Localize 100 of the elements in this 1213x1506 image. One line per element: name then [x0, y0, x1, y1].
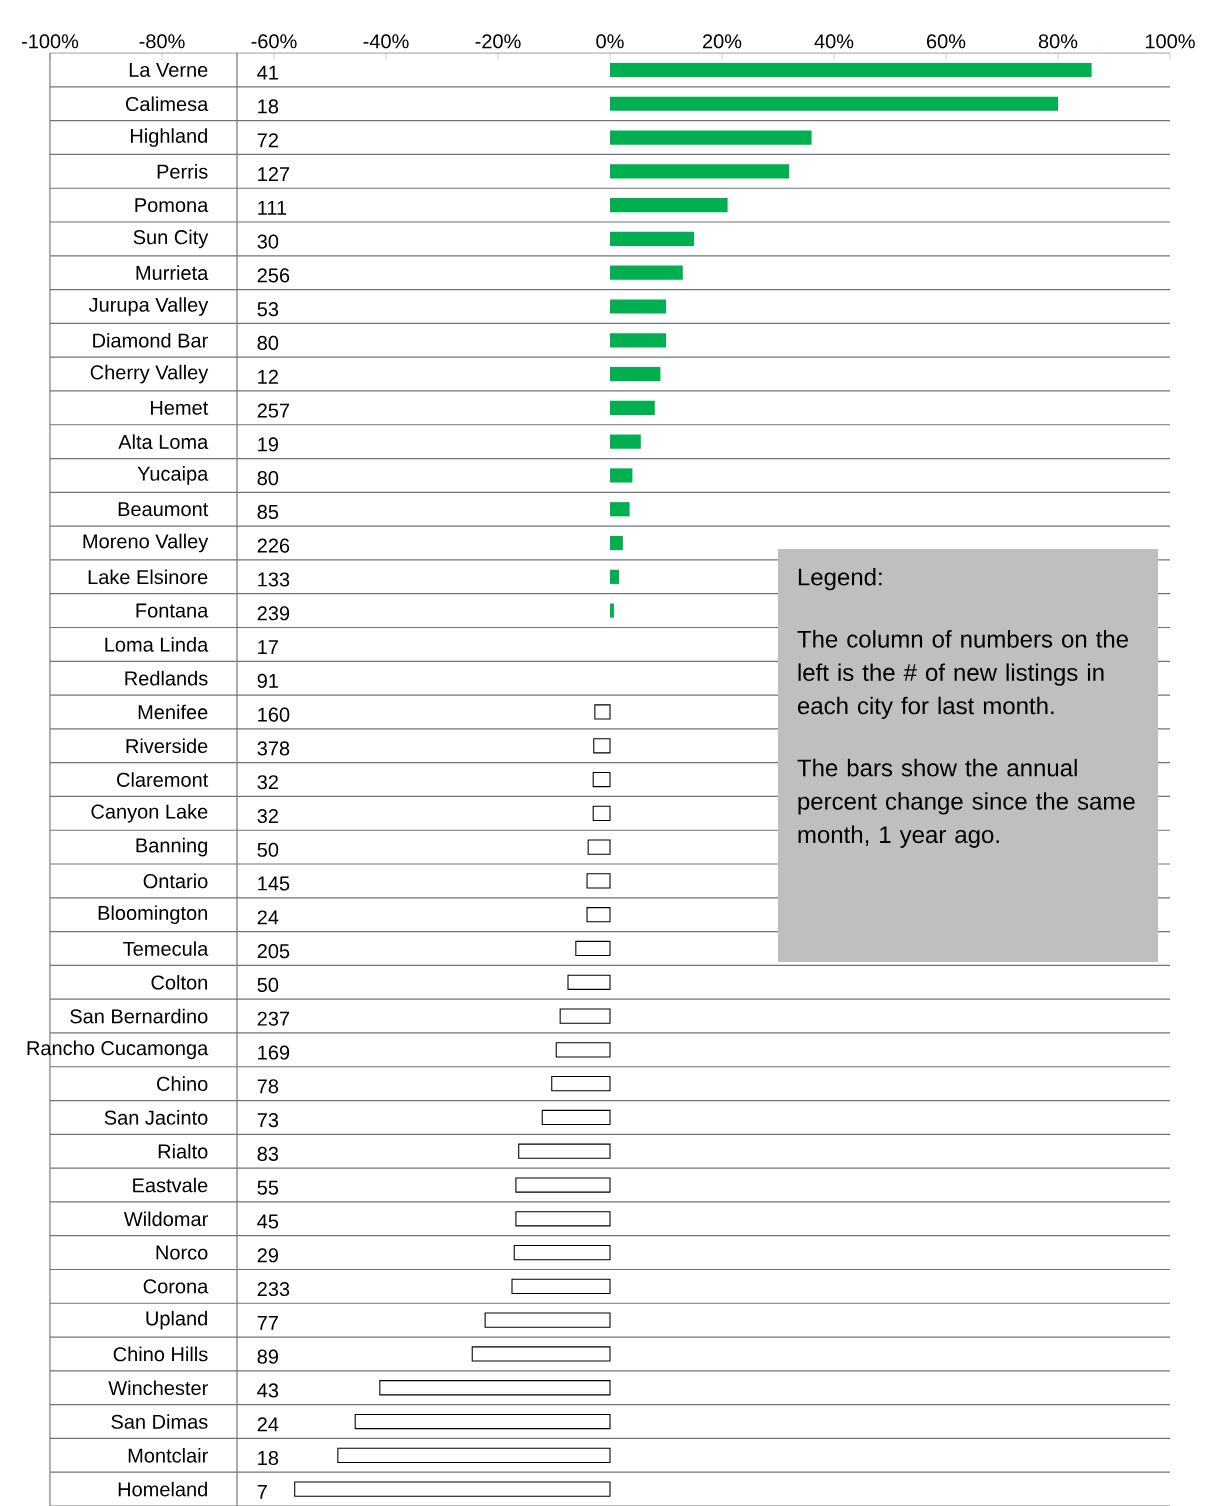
y-tick-label: Colton — [151, 974, 207, 990]
bar — [555, 1042, 611, 1058]
y-tick-label: La Verne — [129, 63, 208, 77]
y-tick-label: Hemet — [151, 400, 209, 415]
annotation: 53 — [257, 302, 279, 317]
annotation: 50 — [257, 977, 279, 993]
annotation: 72 — [257, 133, 278, 148]
y-tick-label: Beaumont — [118, 502, 209, 517]
annotation: 205 — [257, 944, 290, 959]
annotation: 19 — [258, 437, 278, 452]
annotation: 24 — [257, 1417, 279, 1432]
bar — [337, 1447, 611, 1463]
annotation: Legend: — [798, 567, 882, 591]
y-tick-label: San Bernardino — [70, 1008, 208, 1024]
bar — [541, 1109, 611, 1126]
y-tick-label: Banning — [136, 837, 207, 857]
annotation: 91 — [257, 673, 278, 688]
annotation: 233 — [257, 1281, 290, 1297]
y-tick-label: Alta Loma — [118, 434, 209, 449]
bar — [610, 265, 683, 280]
y-tick-label: Loma Linda — [105, 637, 209, 652]
bar — [610, 502, 630, 517]
annotation: 32 — [257, 808, 278, 824]
y-tick-label: Norco — [156, 1245, 208, 1260]
annotation: 111 — [258, 200, 287, 215]
bar — [610, 603, 614, 618]
bar — [559, 1008, 611, 1024]
annotation: 239 — [257, 606, 290, 621]
annotation: 32 — [257, 775, 278, 790]
y-tick-label: Eastvale — [133, 1177, 208, 1193]
y-tick-label: Fontana — [136, 603, 209, 618]
annotation: 169 — [258, 1045, 290, 1060]
y-tick-label: Riverside — [126, 738, 208, 754]
x-tick-label: -80% — [139, 34, 185, 49]
bar — [594, 704, 611, 720]
y-tick-label: Murrieta — [136, 265, 209, 281]
bar — [551, 1076, 611, 1092]
y-tick-label: Canyon Lake — [91, 804, 208, 823]
bar — [471, 1346, 611, 1362]
y-tick-label: Lake Elsinore — [88, 569, 208, 585]
annotation: 378 — [257, 741, 290, 756]
annotation: 257 — [257, 403, 290, 418]
bar — [610, 569, 619, 584]
bar — [592, 771, 611, 788]
y-tick-label: Yucaipa — [137, 466, 209, 485]
y-tick-label: Bloomington — [98, 905, 207, 925]
annotation: 41 — [257, 65, 278, 80]
x-tick-label: -20% — [475, 34, 521, 49]
y-tick-label: Chino Hills — [113, 1346, 208, 1362]
y-tick-label: Cherry Valley — [90, 364, 209, 384]
y-tick-label: Rialto — [158, 1143, 208, 1159]
annotation: 85 — [257, 504, 279, 519]
y-tick-label: Homeland — [118, 1481, 207, 1497]
y-tick-label: Jurupa Valley — [88, 297, 209, 316]
bar — [610, 434, 641, 449]
y-tick-label: San Dimas — [111, 1414, 208, 1429]
annotation: 73 — [257, 1113, 279, 1128]
annotation: 45 — [257, 1214, 279, 1229]
bar — [518, 1143, 611, 1159]
annotation: 133 — [258, 572, 290, 587]
y-tick-label: Diamond Bar — [93, 332, 208, 348]
x-tick-label: -40% — [363, 34, 409, 49]
annotation: 55 — [257, 1180, 279, 1195]
annotation: The column of numbers on the left is the # of new listings in each city for last month. — [797, 630, 1128, 720]
y-tick-label: Chino — [157, 1076, 208, 1091]
bar — [610, 96, 1058, 111]
bar — [354, 1413, 611, 1430]
annotation: 145 — [258, 876, 290, 891]
bar — [610, 333, 666, 348]
bar — [610, 62, 1092, 78]
y-tick-label: Temecula — [123, 941, 209, 956]
annotation: 29 — [257, 1248, 278, 1263]
bar — [610, 366, 661, 382]
bar — [586, 907, 611, 923]
bar — [610, 231, 694, 247]
bar — [592, 805, 611, 821]
x-tick-label: 80% — [1038, 34, 1078, 49]
x-tick-label: 100% — [1145, 34, 1195, 49]
bar — [610, 130, 812, 145]
bar — [515, 1211, 611, 1227]
x-tick-label: 40% — [814, 34, 854, 49]
annotation: 77 — [257, 1315, 278, 1330]
y-tick-label: Corona — [143, 1279, 209, 1294]
annotation: 17 — [258, 640, 278, 654]
bar — [484, 1312, 611, 1328]
y-tick-label: Sun City — [133, 229, 209, 249]
y-tick-label: Perris — [157, 164, 208, 179]
annotation: 226 — [257, 538, 290, 553]
y-tick-label: Upland — [146, 1310, 207, 1330]
annotation: 160 — [258, 707, 290, 722]
annotation: The bars show the annual percent change since the same month, 1 year ago. — [797, 758, 1135, 848]
y-tick-label: Calimesa — [125, 96, 209, 112]
y-tick-label: Pomona — [135, 198, 209, 213]
x-tick-label: 20% — [702, 34, 742, 49]
annotation: 43 — [257, 1383, 279, 1398]
bar — [575, 940, 611, 957]
bar — [513, 1244, 611, 1261]
bar — [379, 1380, 611, 1396]
annotation: 7 — [257, 1484, 267, 1499]
bar — [593, 738, 611, 754]
